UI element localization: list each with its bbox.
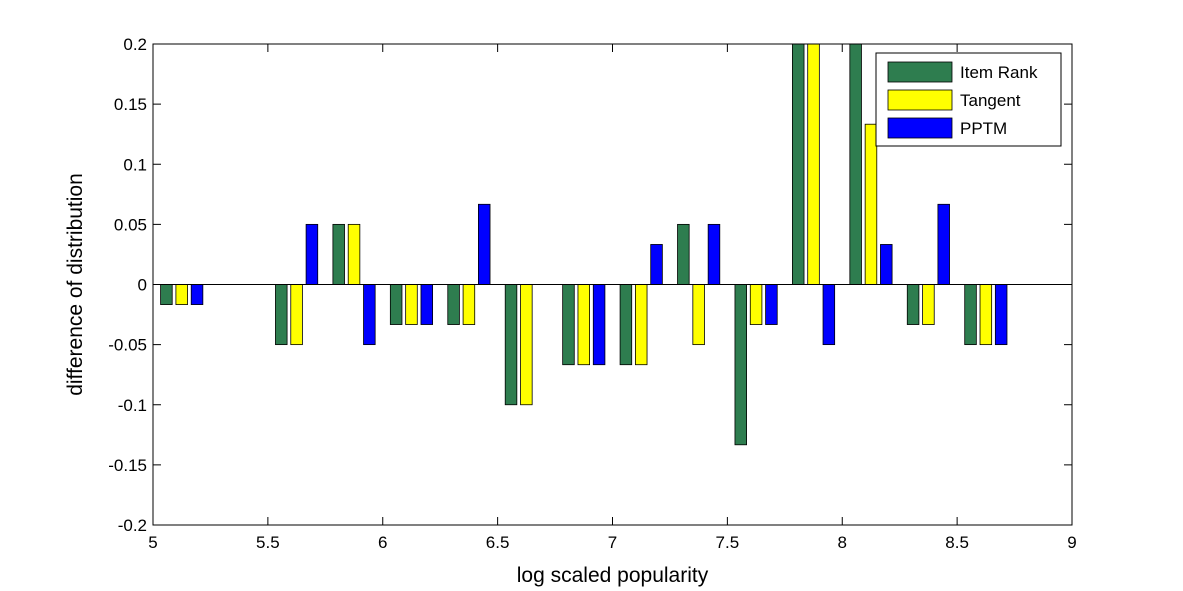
bar-item-rank [734,284,747,446]
y-tick-label: 0 [138,276,147,295]
bar-item-rank [906,284,920,325]
y-tick-label: 0.2 [123,35,147,54]
bar-pptm [592,284,606,366]
y-tick-label: -0.05 [108,336,147,355]
bar-item-rank [964,284,977,346]
bar-item-rank [447,284,460,325]
bar-tangent [749,284,763,325]
x-tick-label: 5.5 [256,533,280,552]
x-axis-title: log scaled popularity [517,564,709,587]
x-tick-label: 5 [148,533,157,552]
bar-pptm [363,284,376,346]
y-axis-title: difference of distribution [64,173,87,396]
bar-pptm [478,203,491,285]
bar-tangent [347,223,361,285]
legend-label: Item Rank [960,63,1038,82]
bar-item-rank [275,284,288,346]
y-tick-label: -0.1 [118,396,147,415]
y-tick-label: 0.1 [123,155,147,174]
legend-swatch [887,89,953,111]
y-tick-label: -0.2 [118,516,147,535]
bar-tangent [577,284,591,366]
legend-label: PPTM [960,119,1007,138]
bar-pptm [190,284,204,305]
x-tick-label: 6.5 [486,533,510,552]
legend-swatch [887,117,953,139]
bar-tangent [520,284,533,406]
bar-tangent [634,284,648,366]
bar-tangent [922,284,935,325]
bar-item-rank [160,284,173,305]
bar-tangent [405,284,418,325]
bar-item-rank [791,43,805,285]
bar-pptm [880,244,893,285]
bar-item-rank [849,43,862,285]
bar-item-rank [332,223,345,285]
bar-tangent [462,284,476,325]
bar-pptm [420,284,434,325]
legend-swatch [887,61,953,83]
x-tick-label: 6 [378,533,387,552]
bar-item-rank [677,223,690,285]
x-tick-label: 8.5 [945,533,969,552]
bar-pptm [822,284,836,346]
bar-pptm [707,223,721,285]
bar-tangent [979,284,993,346]
x-tick-label: 8 [838,533,847,552]
bar-tangent [175,284,188,305]
bar-item-rank [562,284,575,366]
bar-tangent [290,284,303,346]
legend-label: Tangent [960,91,1021,110]
x-tick-label: 7.5 [716,533,740,552]
bar-tangent [807,43,820,285]
bar-pptm [994,284,1008,346]
bar-pptm [937,203,950,285]
y-tick-label: 0.15 [114,95,147,114]
bar-tangent [692,284,705,346]
bar-pptm [650,244,663,285]
bar-pptm [305,223,319,285]
bar-item-rank [619,284,633,366]
x-tick-label: 9 [1067,533,1076,552]
legend: Item Rank Tangent PPTM [875,52,1062,147]
y-tick-label: 0.05 [114,215,147,234]
ticks-layer: 5 5.5 6 6.5 7 7.5 8 8.5 9 -0.2 -0.15 -0.1 -0.05 0 0.05… [108,35,1076,552]
bar-pptm [765,284,778,325]
y-tick-label: -0.15 [108,456,147,475]
x-tick-label: 7 [608,533,617,552]
bar-item-rank [389,284,403,325]
bar-tangent [864,123,878,285]
bar-item-rank [504,284,518,406]
